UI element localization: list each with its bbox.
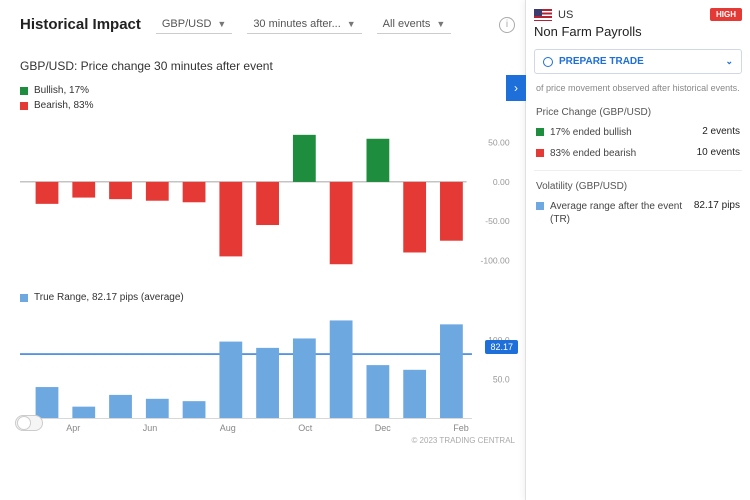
description-text: of price movement observed after histori… <box>534 82 742 95</box>
x-label: Jun <box>143 423 158 433</box>
sidebar-header: US HIGH <box>534 8 742 21</box>
timeframe-value: 30 minutes after... <box>253 18 340 30</box>
svg-text:0.00: 0.00 <box>493 177 510 187</box>
x-label: Aug <box>220 423 236 433</box>
chart-title: GBP/USD: Price change 30 minutes after e… <box>20 59 515 73</box>
svg-text:-50.00: -50.00 <box>485 216 510 226</box>
us-flag-icon <box>534 9 552 21</box>
lightbulb-icon <box>543 57 553 67</box>
filter-bar: Historical Impact GBP/USD ▼ 30 minutes a… <box>20 15 515 34</box>
divider <box>534 170 742 171</box>
toggle-switch[interactable] <box>15 415 43 431</box>
stat-row: 83% ended bearish 10 events <box>534 147 742 160</box>
x-label: Oct <box>298 423 312 433</box>
avg-badge: 82.17 <box>485 340 518 354</box>
price-change-title: Price Change (GBP/USD) <box>534 107 742 118</box>
bullish-swatch <box>20 87 28 95</box>
filter-value: All events <box>383 18 431 30</box>
x-axis-labels: Apr Jun Aug Oct Dec Feb <box>20 423 515 433</box>
bearish-label: Bearish, 83% <box>34 100 93 111</box>
stat-value: 82.17 pips <box>694 200 740 211</box>
chevron-down-icon: ▼ <box>347 19 356 29</box>
x-label: Apr <box>66 423 80 433</box>
info-icon[interactable]: i <box>499 17 515 33</box>
stat-swatch <box>536 202 544 210</box>
sidebar-panel: US HIGH Non Farm Payrolls PREPARE TRADE … <box>525 0 750 500</box>
svg-text:50.00: 50.00 <box>488 138 510 148</box>
pair-selector[interactable]: GBP/USD ▼ <box>156 15 232 34</box>
tr-label: True Range, 82.17 pips (average) <box>34 292 184 303</box>
volatility-title: Volatility (GBP/USD) <box>534 181 742 192</box>
tr-swatch <box>20 294 28 302</box>
stat-label: 17% ended bullish <box>550 126 696 139</box>
price-legend: Bullish, 17% Bearish, 83% <box>20 85 515 111</box>
event-name: Non Farm Payrolls <box>534 24 742 39</box>
stat-row: Average range after the event (TR) 82.17… <box>534 200 742 226</box>
country-label: US <box>558 9 573 21</box>
collapse-sidebar-button[interactable]: › <box>506 75 526 101</box>
stat-swatch <box>536 149 544 157</box>
x-label: Dec <box>375 423 391 433</box>
bearish-swatch <box>20 102 28 110</box>
svg-text:50.0: 50.0 <box>493 374 510 384</box>
stat-swatch <box>536 128 544 136</box>
prepare-trade-button[interactable]: PREPARE TRADE ⌄ <box>534 49 742 74</box>
chevron-down-icon: ▼ <box>436 19 445 29</box>
stat-value: 10 events <box>697 147 740 158</box>
filter-selector[interactable]: All events ▼ <box>377 15 452 34</box>
prepare-label: PREPARE TRADE <box>559 56 644 67</box>
main-panel: Historical Impact GBP/USD ▼ 30 minutes a… <box>0 0 525 500</box>
chevron-down-icon: ▼ <box>217 19 226 29</box>
tr-legend: True Range, 82.17 pips (average) <box>20 292 515 303</box>
stat-label: 83% ended bearish <box>550 147 691 160</box>
price-change-chart: 50.00 0.00 -50.00 -100.00 <box>20 119 515 284</box>
bullish-label: Bullish, 17% <box>34 85 89 96</box>
chevron-down-icon: ⌄ <box>725 56 733 67</box>
stat-row: 17% ended bullish 2 events <box>534 126 742 139</box>
timeframe-selector[interactable]: 30 minutes after... ▼ <box>247 15 361 34</box>
pair-value: GBP/USD <box>162 18 212 30</box>
x-label: Feb <box>453 423 469 433</box>
true-range-chart: 100.050.0 82.17 <box>20 308 515 423</box>
svg-text:-100.00: -100.00 <box>480 256 510 266</box>
page-title: Historical Impact <box>20 16 141 33</box>
copyright: © 2023 TRADING CENTRAL <box>20 436 515 445</box>
stat-value: 2 events <box>702 126 740 137</box>
impact-badge: HIGH <box>710 8 742 21</box>
stat-label: Average range after the event (TR) <box>550 200 688 226</box>
